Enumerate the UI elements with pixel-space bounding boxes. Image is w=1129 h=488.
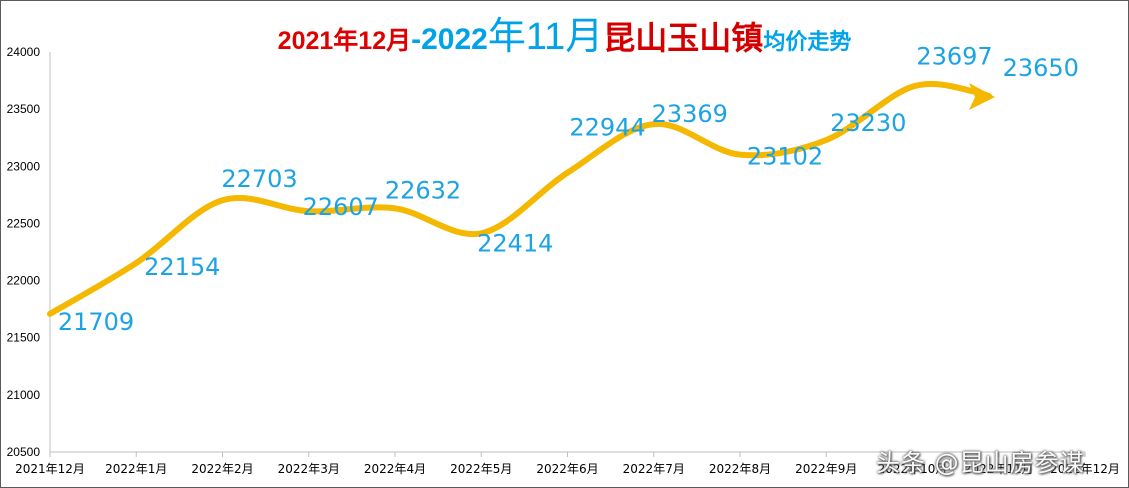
title-location: 昆山玉山镇 xyxy=(603,19,764,57)
x-tick-label: 2022年11月 xyxy=(964,462,1034,476)
data-label: 23697 xyxy=(916,43,992,71)
y-tick-label: 21000 xyxy=(7,388,41,402)
y-tick-label: 21500 xyxy=(7,331,41,345)
x-tick-label: 2022年9月 xyxy=(795,462,857,476)
watermark: 头条 @昆山房参谋 xyxy=(876,449,1085,477)
data-label: 22154 xyxy=(144,253,220,281)
data-label: 22703 xyxy=(221,165,297,193)
data-label: 22632 xyxy=(385,176,461,204)
y-tick-label: 24000 xyxy=(7,45,41,59)
chart-title: 2021年12月-2022年11月昆山玉山镇均价走势 xyxy=(0,14,1129,68)
data-label: 23650 xyxy=(1003,54,1079,82)
trend-line xyxy=(47,80,992,317)
y-tick-label: 22500 xyxy=(7,216,41,230)
x-tick-label: 2022年5月 xyxy=(450,462,512,476)
x-tick-label: 2022年4月 xyxy=(364,462,426,476)
x-tick-label: 2022年8月 xyxy=(709,462,771,476)
x-tick-label: 2022年10月 xyxy=(878,462,948,476)
title-end-month: 年11月 xyxy=(487,16,604,58)
x-tick-label: 2022年7月 xyxy=(623,462,685,476)
title-end-year: -2022 xyxy=(411,23,488,56)
title-start-period: 2021年12月 xyxy=(277,27,412,55)
data-label: 23230 xyxy=(830,109,906,137)
x-tick-label: 2022年6月 xyxy=(536,462,598,476)
data-label: 22944 xyxy=(569,114,645,142)
y-tick-label: 22000 xyxy=(7,274,41,288)
x-tick-label: 2021年12月 xyxy=(15,462,85,476)
data-label: 22414 xyxy=(477,229,553,257)
data-label: 23369 xyxy=(652,100,728,128)
x-tick-label: 2022年12月 xyxy=(1050,462,1120,476)
data-label: 21709 xyxy=(58,308,134,336)
x-tick-label: 2022年3月 xyxy=(278,462,340,476)
trend-arrow-head xyxy=(969,83,995,110)
y-tick-label: 23000 xyxy=(7,159,41,173)
y-tick-label: 20500 xyxy=(7,445,41,459)
x-tick-label: 2022年1月 xyxy=(105,462,167,476)
data-label: 23102 xyxy=(747,143,823,171)
x-tick-label: 2022年2月 xyxy=(191,462,253,476)
data-label: 22607 xyxy=(303,193,379,221)
title-subject: 均价走势 xyxy=(763,29,852,54)
y-tick-label: 23500 xyxy=(7,102,41,116)
